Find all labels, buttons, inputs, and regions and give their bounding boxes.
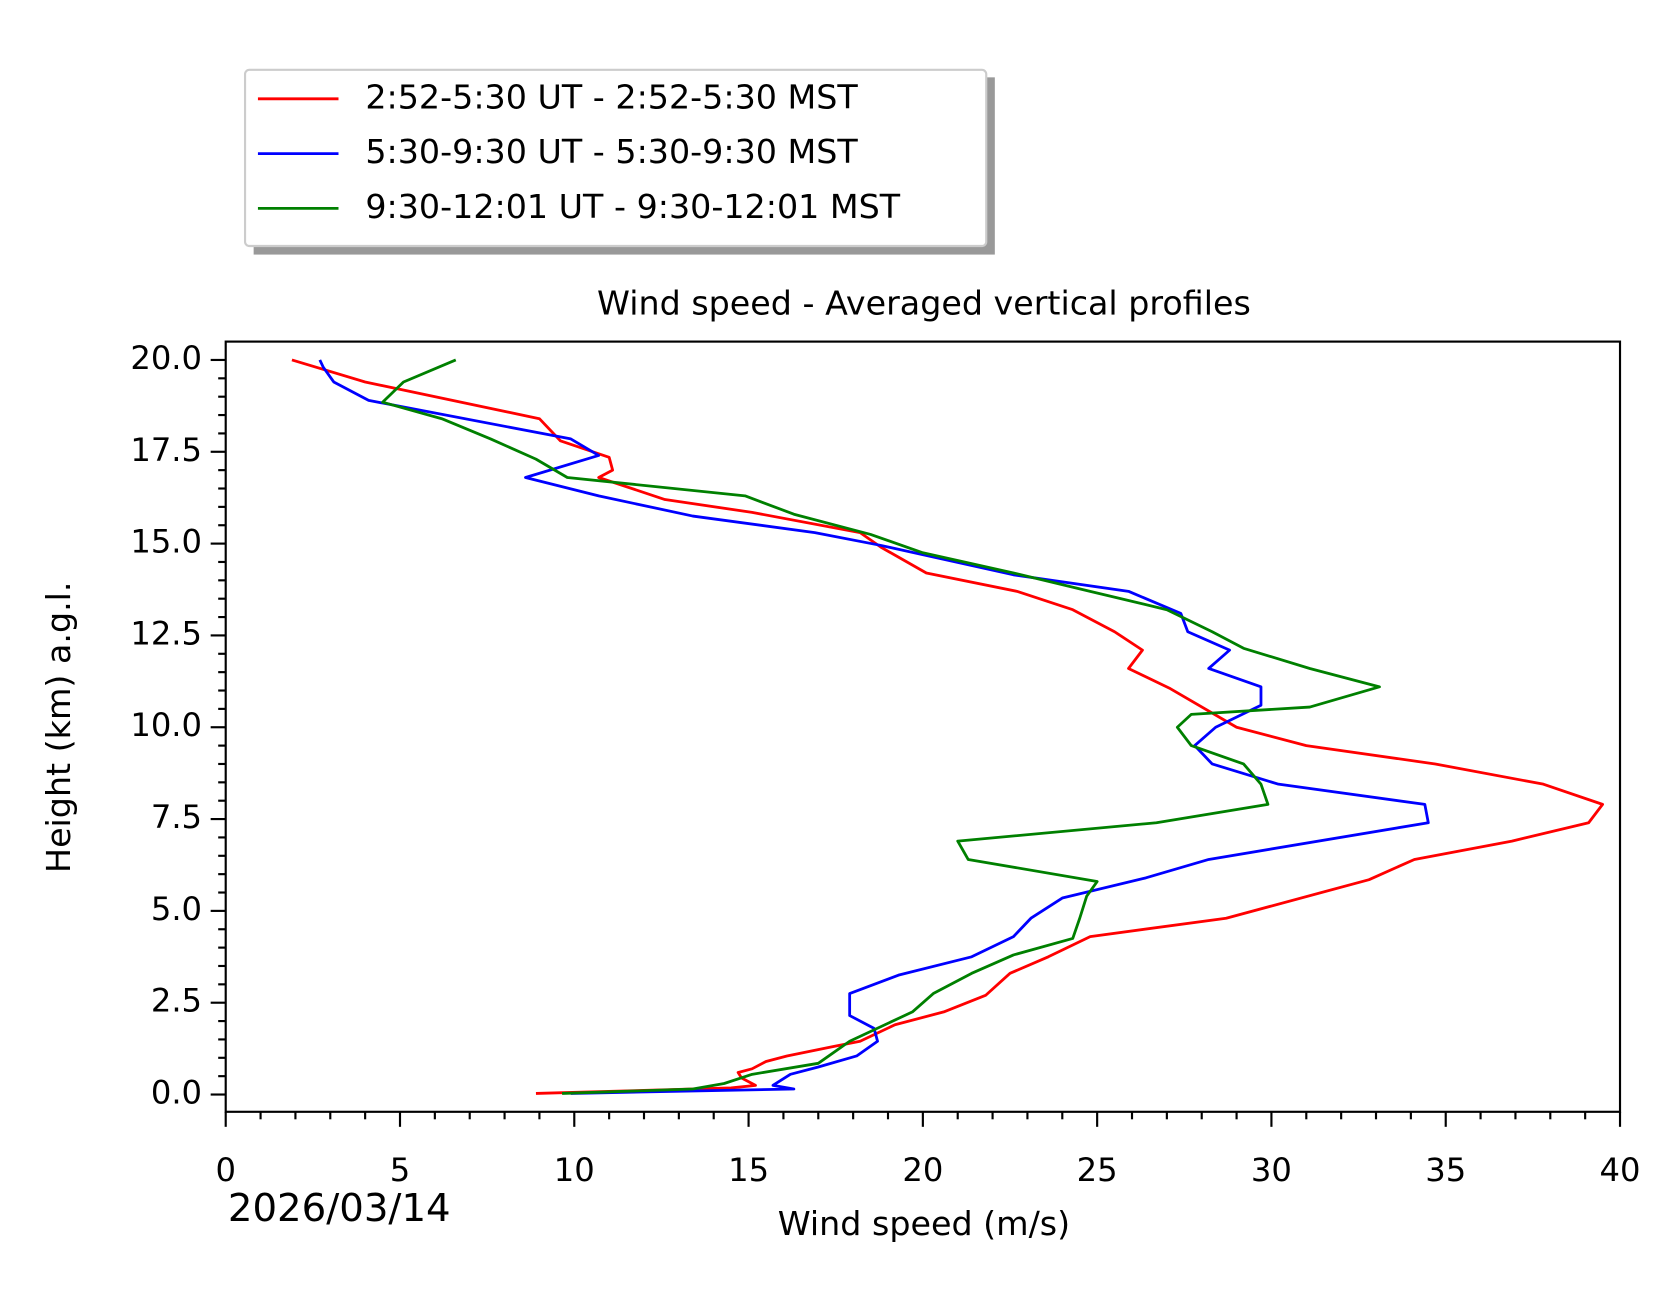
y-tick-label: 20.0 <box>130 339 202 377</box>
x-axis-label: Wind speed (m/s) <box>778 1204 1070 1243</box>
x-tick-label: 40 <box>1600 1151 1641 1189</box>
y-tick-label: 10.0 <box>130 706 202 744</box>
y-tick-label: 7.5 <box>151 798 202 836</box>
x-tick-label: 25 <box>1077 1151 1118 1189</box>
date-label: 2026/03/14 <box>228 1186 451 1231</box>
y-tick-label: 17.5 <box>130 431 202 469</box>
legend-label: 9:30-12:01 UT - 9:30-12:01 MST <box>365 187 900 226</box>
legend-box <box>243 68 988 248</box>
x-tick-label: 30 <box>1251 1151 1292 1189</box>
y-tick-label: 5.0 <box>151 890 202 928</box>
y-tick-label: 12.5 <box>130 614 202 652</box>
x-tick-label: 0 <box>215 1151 235 1189</box>
y-axis-label: Height (km) a.g.l. <box>39 581 78 872</box>
x-tick-label: 15 <box>728 1151 769 1189</box>
x-tick-label: 10 <box>554 1151 595 1189</box>
chart-title: Wind speed - Averaged vertical profiles <box>597 284 1251 323</box>
profile-line <box>381 358 1381 1095</box>
profile-line <box>318 359 1430 1095</box>
x-tick-label: 35 <box>1425 1151 1466 1189</box>
x-tick-label: 5 <box>390 1151 411 1189</box>
x-tick-label: 20 <box>902 1151 943 1189</box>
legend-label: 2:52-5:30 UT - 2:52-5:30 MST <box>365 77 858 116</box>
legend-label: 5:30-9:30 UT - 5:30-9:30 MST <box>365 132 858 171</box>
y-tick-label: 15.0 <box>130 523 202 561</box>
y-tick-label: 0.0 <box>151 1074 202 1112</box>
profile-line <box>291 358 1604 1095</box>
plot-frame <box>224 340 1622 1113</box>
y-tick-label: 2.5 <box>151 982 202 1020</box>
